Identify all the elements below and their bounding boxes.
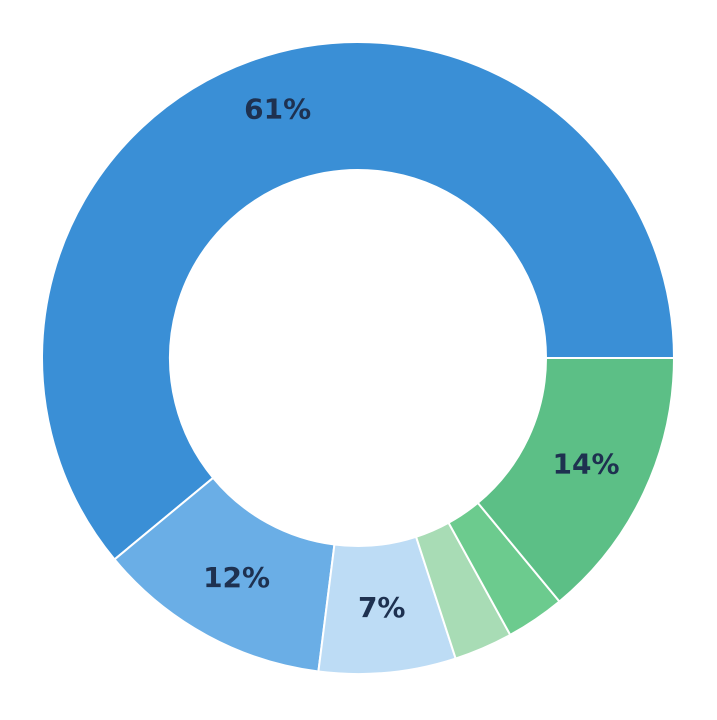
slice-label: 61% xyxy=(244,93,311,126)
donut-slice xyxy=(476,357,676,603)
slice-label: 14% xyxy=(553,447,620,480)
slice-label: 12% xyxy=(203,561,270,594)
slice-label: 7% xyxy=(358,591,406,624)
donut-slice xyxy=(41,41,676,561)
